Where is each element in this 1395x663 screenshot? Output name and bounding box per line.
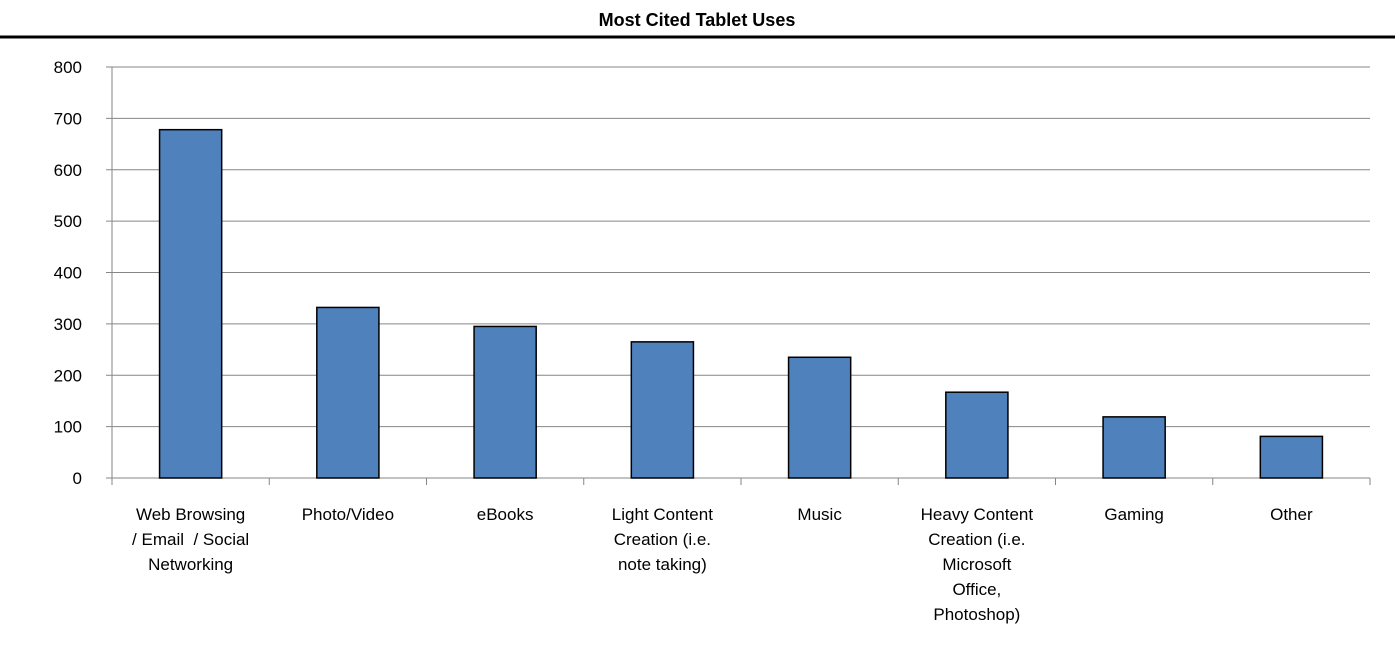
y-tick-label: 800: [54, 58, 82, 77]
x-tick-label: note taking): [618, 555, 707, 574]
bar: [1102, 416, 1166, 479]
x-tick-label: Music: [797, 505, 842, 524]
gridlines: [112, 66, 1370, 428]
x-tick-label: Photoshop): [933, 605, 1020, 624]
bar: [945, 391, 1009, 479]
x-tick-label: Creation (i.e.: [614, 530, 711, 549]
x-tick-label: Microsoft: [942, 555, 1011, 574]
y-tick-label: 500: [54, 212, 82, 231]
x-tick-label: Light Content: [612, 505, 713, 524]
y-tick-label: 300: [54, 315, 82, 334]
chart-title: Most Cited Tablet Uses: [599, 10, 796, 30]
x-tick-label: Photo/Video: [302, 505, 394, 524]
y-tick-label: 0: [73, 469, 82, 488]
bars: [158, 128, 1324, 479]
bar: [316, 306, 380, 479]
bar: [630, 341, 695, 479]
x-tick-label: Creation (i.e.: [928, 530, 1025, 549]
x-tick-label: Web Browsing: [136, 505, 245, 524]
y-tick-label: 200: [54, 366, 82, 385]
y-tick-label: 700: [54, 109, 82, 128]
x-tick-label: / Email / Social: [132, 530, 249, 549]
x-tick-labels: Web Browsing / Email / Social Networking Ph…: [132, 505, 1313, 624]
y-tick-label: 100: [54, 418, 82, 437]
x-tick-label: Other: [1270, 505, 1313, 524]
x-tick-label: Heavy Content: [921, 505, 1034, 524]
y-tick-label: 600: [54, 161, 82, 180]
x-tick-label: Networking: [148, 555, 233, 574]
bar: [158, 128, 223, 479]
bar: [787, 356, 852, 479]
axes: [106, 66, 1371, 485]
bar: [473, 325, 537, 479]
x-tick-label: eBooks: [477, 505, 534, 524]
y-tick-labels: 0 100 200 300 400 500 600 700 800: [54, 58, 82, 488]
y-tick-label: 400: [54, 264, 82, 283]
bar: [1259, 435, 1324, 479]
x-tick-label: Gaming: [1104, 505, 1164, 524]
x-tick-label: Office,: [952, 580, 1001, 599]
